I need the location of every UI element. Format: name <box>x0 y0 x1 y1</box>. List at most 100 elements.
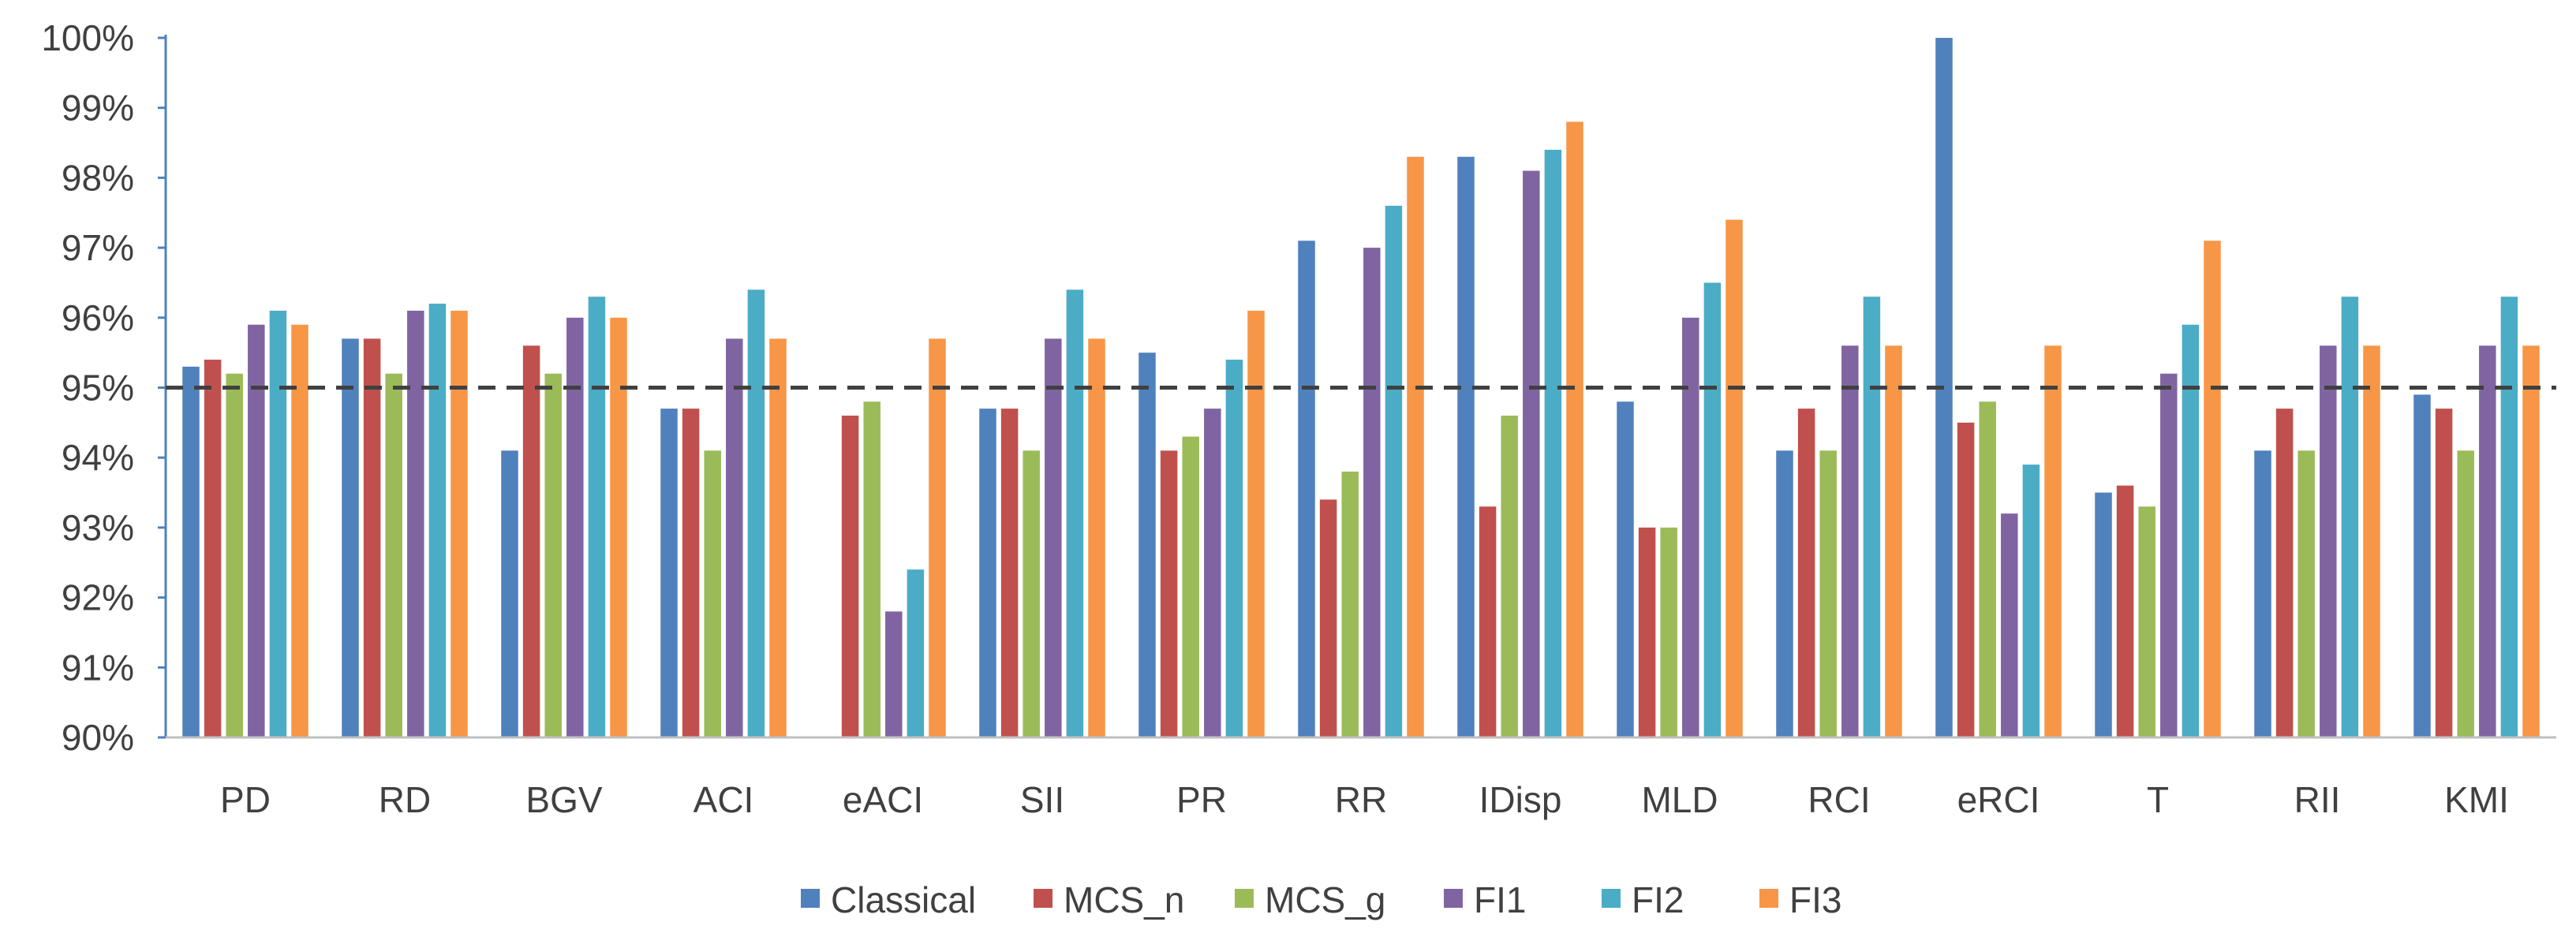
bar-fi1-t <box>2160 373 2178 737</box>
bar-fi1-bgv <box>566 317 584 737</box>
bar-classical-rd <box>342 338 359 737</box>
y-tick-label: 95% <box>62 368 134 409</box>
bar-mcs-n-idisp <box>1479 506 1497 737</box>
legend-swatch <box>1444 889 1463 908</box>
bar-mcs-n-mld <box>1638 527 1656 737</box>
bar-fi1-pd <box>248 324 265 737</box>
legend-swatch <box>1034 889 1052 908</box>
bar-mcs-n-sii <box>1000 409 1019 737</box>
bar-mcs-n-pd <box>204 360 222 737</box>
bar-fi2-mld <box>1703 282 1722 737</box>
bar-mcs-g-mld <box>1660 527 1677 737</box>
y-tick-label: 92% <box>62 577 134 618</box>
bar-mcs-g-rci <box>1819 450 1837 737</box>
bar-fi2-pd <box>269 310 287 737</box>
x-tick-label: RII <box>2294 779 2341 820</box>
bar-fi3-rd <box>451 310 468 737</box>
bar-fi2-rd <box>428 304 447 737</box>
y-tick-label: 100% <box>41 17 134 58</box>
bar-fi3-mld <box>1725 219 1743 737</box>
bar-fi2-rr <box>1385 205 1403 737</box>
bar-classical-pr <box>1138 353 1156 737</box>
bar-mcs-g-erci <box>1979 401 1996 737</box>
bar-classical-idisp <box>1457 156 1475 738</box>
bar-classical-rr <box>1298 241 1315 738</box>
bar-mcs-g-pd <box>226 373 243 737</box>
bar-fi2-erci <box>2022 465 2040 737</box>
bar-mcs-n-eaci <box>841 415 859 737</box>
legend-swatch <box>1235 889 1254 908</box>
bar-fi3-erci <box>2044 345 2062 737</box>
bar-mcs-n-t <box>2116 485 2134 737</box>
bar-fi3-rii <box>2363 345 2380 737</box>
bar-classical-kmi <box>2413 394 2431 737</box>
x-tick-label: RCI <box>1808 779 1870 820</box>
bar-mcs-g-kmi <box>2457 450 2474 737</box>
bar-fi3-aci <box>769 338 787 737</box>
bar-fi1-rii <box>2320 345 2337 737</box>
bar-fi3-bgv <box>610 317 627 737</box>
y-tick-label: 99% <box>62 88 134 129</box>
x-tick-label: ACI <box>694 779 754 820</box>
bar-classical-bgv <box>501 450 518 737</box>
bar-fi1-pr <box>1204 409 1221 737</box>
bar-fi2-rci <box>1863 297 1881 737</box>
bar-mcs-n-rci <box>1797 409 1815 737</box>
legend-swatch <box>1759 889 1778 908</box>
x-tick-label: KMI <box>2444 779 2509 820</box>
x-tick-label: PR <box>1176 779 1227 820</box>
bar-fi2-pr <box>1225 360 1243 737</box>
bar-fi1-sii <box>1045 338 1062 737</box>
bar-fi1-idisp <box>1523 170 1540 737</box>
bar-fi1-eaci <box>885 611 903 737</box>
bar-classical-pd <box>182 366 200 737</box>
x-tick-label: IDisp <box>1479 779 1562 820</box>
y-tick-label: 93% <box>62 507 134 548</box>
bar-fi3-pr <box>1247 310 1265 737</box>
bar-mcs-g-rr <box>1341 471 1359 737</box>
y-axis-ticks: 90% 91% 92% 93% 94% 95% 96% 97% 98% 99% 100% <box>41 17 166 758</box>
bar-mcs-g-eaci <box>863 401 880 737</box>
bar-fi2-bgv <box>588 297 606 737</box>
bar-fi1-aci <box>726 338 743 737</box>
bar-mcs-g-aci <box>704 450 721 737</box>
bar-classical-mld <box>1617 401 1634 737</box>
y-tick-label: 90% <box>62 717 134 758</box>
y-tick-label: 97% <box>62 227 134 268</box>
x-axis-labels: PD RD BGV ACI eACI SII PR RR IDisp MLD RCI eRCI T RII… <box>220 779 2509 820</box>
bar-mcs-n-kmi <box>2435 409 2453 737</box>
bar-fi3-rci <box>1885 345 1902 737</box>
bar-fi3-pd <box>291 324 308 737</box>
bar-fi1-kmi <box>2479 345 2496 737</box>
bar-fi3-kmi <box>2522 345 2540 737</box>
bar-mcs-g-bgv <box>544 373 562 737</box>
x-tick-label: eACI <box>843 779 923 820</box>
bar-mcs-n-rii <box>2275 409 2294 737</box>
legend-label: MCS_g <box>1265 879 1385 920</box>
legend-swatch <box>801 889 820 908</box>
bar-mcs-g-sii <box>1023 450 1040 737</box>
bar-fi3-eaci <box>929 338 946 737</box>
bar-mcs-n-aci <box>682 409 700 737</box>
y-tick-label: 96% <box>62 297 134 338</box>
legend-swatch <box>1602 889 1621 908</box>
bar-fi2-aci <box>747 289 765 737</box>
y-tick-label: 98% <box>62 157 134 198</box>
bar-fi1-rd <box>407 310 424 737</box>
bar-classical-sii <box>979 409 996 737</box>
bar-fi3-idisp <box>1566 121 1583 737</box>
legend-label: FI3 <box>1789 879 1841 920</box>
legend-label: Classical <box>831 879 976 920</box>
bar-mcs-n-pr <box>1160 450 1178 737</box>
x-tick-label: RD <box>379 779 431 820</box>
axes <box>164 35 2556 739</box>
bar-fi3-t <box>2204 241 2221 738</box>
x-tick-label: PD <box>220 779 271 820</box>
bar-mcs-g-idisp <box>1501 415 1518 737</box>
bar-mcs-g-t <box>2138 506 2155 737</box>
x-tick-label: RR <box>1335 779 1387 820</box>
bar-fi2-t <box>2182 324 2200 737</box>
bar-fi2-eaci <box>907 569 925 737</box>
bar-classical-t <box>2095 492 2112 737</box>
